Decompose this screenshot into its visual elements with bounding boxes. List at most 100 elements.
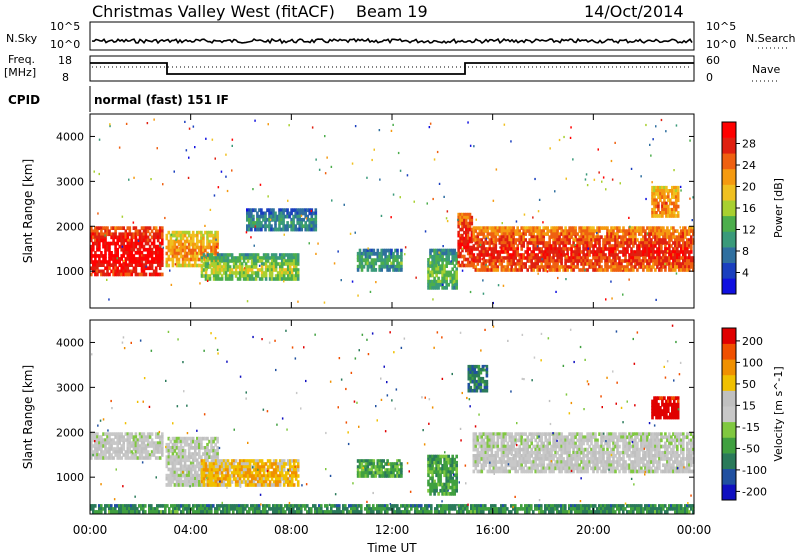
echo-point — [204, 258, 207, 261]
echo-cell — [692, 232, 695, 236]
echo-cell — [288, 459, 292, 463]
echo-cell — [490, 432, 494, 436]
echo-cell — [92, 266, 95, 271]
echo-cell — [250, 268, 254, 272]
echo-cell — [248, 214, 251, 219]
echo-cell — [449, 464, 452, 468]
echo-cell — [122, 441, 125, 445]
echo-cell — [158, 447, 162, 451]
echo-cell — [606, 262, 609, 266]
echo-cell — [526, 250, 529, 254]
echo-cell — [266, 268, 270, 272]
echo-cell — [480, 438, 484, 443]
echo-cell — [562, 268, 565, 272]
echo-cell — [653, 185, 656, 190]
echo-cell — [292, 265, 296, 269]
echo-cell — [260, 208, 263, 213]
echo-cell — [500, 268, 504, 272]
echo-cell — [210, 256, 214, 260]
echo-cell — [140, 241, 144, 246]
echo-cell — [152, 272, 156, 277]
echo-cell — [453, 460, 456, 465]
echo-cell — [156, 257, 160, 261]
echo-cell — [661, 192, 664, 196]
echo-cell — [674, 268, 677, 272]
echo-cell — [435, 467, 438, 471]
echo-cell — [463, 218, 466, 223]
echo-cell — [198, 476, 201, 481]
echo-cell — [441, 470, 444, 474]
echo-point — [479, 243, 482, 246]
echo-cell — [500, 241, 504, 245]
echo-cell — [484, 226, 488, 230]
echo-cell — [116, 241, 119, 246]
echo-cell — [626, 229, 629, 233]
echo-cell — [94, 269, 97, 274]
echo-cell — [514, 441, 517, 446]
echo-cell — [360, 462, 364, 466]
echo-cell — [490, 259, 494, 263]
echo-cell — [154, 257, 158, 261]
echo-cell — [542, 238, 545, 242]
echo-cell — [492, 435, 496, 440]
echo-cell — [98, 447, 101, 451]
echo-cell — [108, 247, 111, 252]
echo-cell — [187, 464, 191, 469]
echo-cell — [266, 483, 270, 487]
echo-cell — [191, 263, 195, 268]
echo-cell — [114, 247, 117, 252]
echo-cell — [453, 488, 456, 493]
echo-cell — [187, 470, 191, 475]
echo-cell — [604, 247, 607, 251]
echo-cell — [470, 239, 474, 244]
echo-cell — [447, 273, 450, 278]
echo-cell — [624, 235, 627, 239]
echo-cell — [300, 227, 303, 232]
echo-cell — [664, 238, 667, 242]
echo-cell — [236, 465, 240, 469]
echo-cell — [386, 248, 389, 253]
echo-cell — [662, 238, 665, 242]
echo-cell — [648, 247, 651, 251]
echo-cell — [524, 447, 527, 452]
echo-cell — [390, 251, 393, 256]
echo-cell — [238, 271, 242, 275]
echo-cell — [532, 229, 535, 233]
echo-cell — [651, 189, 654, 193]
echo-point — [646, 232, 649, 235]
echo-cell — [688, 232, 691, 236]
echo-cell — [433, 460, 436, 465]
echo-cell — [185, 245, 189, 250]
echo-cell — [508, 450, 511, 455]
echo-cell — [676, 211, 680, 215]
echo-cell — [226, 480, 230, 484]
echo-cell — [538, 226, 541, 230]
echo-cell — [202, 471, 206, 475]
echo-cell — [400, 248, 403, 253]
echo-cell — [360, 255, 364, 259]
echo-cell — [286, 265, 290, 269]
echo-cell — [122, 235, 125, 240]
echo-cell — [108, 456, 111, 460]
echo-cell — [686, 247, 689, 251]
echo-cell — [208, 230, 211, 235]
echo-cell — [384, 248, 387, 253]
echo-cell — [362, 248, 366, 253]
echo-cell — [142, 435, 146, 439]
freq-label: Freq. — [8, 53, 35, 66]
echo-cell — [284, 474, 288, 478]
echo-cell — [630, 259, 633, 263]
echo-cell — [648, 259, 651, 263]
echo-cell — [220, 259, 224, 263]
echo-cell — [161, 254, 164, 258]
echo-point — [565, 177, 567, 180]
echo-cell — [441, 261, 444, 265]
echo-cell — [185, 257, 189, 262]
echo-cell — [600, 265, 603, 269]
echo-cell — [510, 241, 513, 245]
echo-cell — [132, 226, 136, 230]
echo-cell — [96, 447, 99, 451]
echo-cell — [161, 238, 164, 243]
echo-point — [216, 245, 218, 248]
echo-cell — [614, 259, 617, 263]
